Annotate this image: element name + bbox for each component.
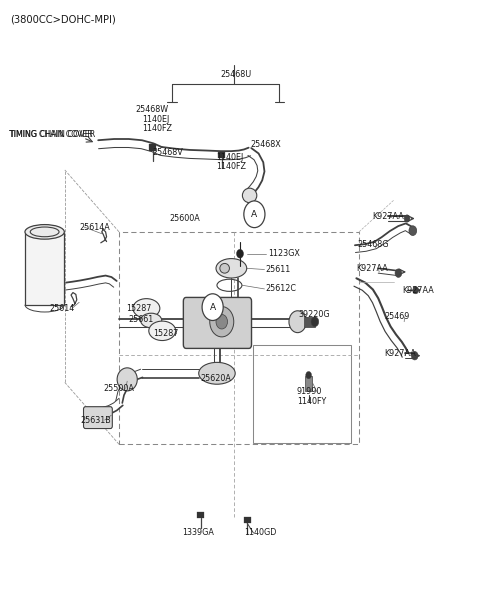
Text: 1140FZ: 1140FZ xyxy=(143,124,173,132)
Text: 15287: 15287 xyxy=(126,304,151,313)
Text: 1140FY: 1140FY xyxy=(298,398,327,406)
Circle shape xyxy=(409,226,417,236)
Ellipse shape xyxy=(25,225,64,239)
Text: 25611: 25611 xyxy=(265,265,291,274)
Circle shape xyxy=(210,307,234,337)
Text: 25600A: 25600A xyxy=(169,214,200,223)
Text: 25468W: 25468W xyxy=(136,106,169,114)
Text: 25468X: 25468X xyxy=(251,140,281,149)
Ellipse shape xyxy=(117,368,137,391)
Text: 25614: 25614 xyxy=(49,304,74,313)
Circle shape xyxy=(289,311,306,333)
Circle shape xyxy=(202,294,223,320)
Text: A: A xyxy=(210,303,216,311)
Text: 25614A: 25614A xyxy=(79,223,110,231)
Text: K927AA: K927AA xyxy=(357,264,388,273)
Circle shape xyxy=(404,215,410,222)
Ellipse shape xyxy=(199,362,235,384)
FancyBboxPatch shape xyxy=(84,407,112,429)
Text: 39220G: 39220G xyxy=(299,310,330,319)
Bar xyxy=(25,233,64,305)
Ellipse shape xyxy=(133,299,160,318)
Bar xyxy=(218,152,225,158)
Text: TIMING CHAIN COVER: TIMING CHAIN COVER xyxy=(9,131,95,139)
Bar xyxy=(197,512,204,518)
Text: (3800CC>DOHC-MPI): (3800CC>DOHC-MPI) xyxy=(11,15,116,24)
Text: 25620A: 25620A xyxy=(201,375,231,383)
Text: A: A xyxy=(252,210,257,219)
Text: 15287: 15287 xyxy=(154,330,179,338)
Text: 1339GA: 1339GA xyxy=(182,529,214,537)
Text: 1140EJ: 1140EJ xyxy=(216,154,243,162)
Text: 25661: 25661 xyxy=(129,315,154,324)
Circle shape xyxy=(244,201,265,228)
Text: 25468G: 25468G xyxy=(358,240,389,248)
Text: 1123GX: 1123GX xyxy=(268,249,300,258)
Text: K927AA: K927AA xyxy=(372,212,404,220)
Bar xyxy=(244,517,251,523)
Text: TIMING CHAIN COVER: TIMING CHAIN COVER xyxy=(9,131,92,139)
Ellipse shape xyxy=(220,263,229,273)
Circle shape xyxy=(311,317,319,327)
Text: 25468U: 25468U xyxy=(221,70,252,78)
Circle shape xyxy=(395,269,402,277)
Circle shape xyxy=(306,371,312,379)
Text: K927AA: K927AA xyxy=(402,286,434,294)
Text: 91990: 91990 xyxy=(297,387,322,396)
Ellipse shape xyxy=(141,313,162,328)
Bar xyxy=(119,232,359,444)
Circle shape xyxy=(411,351,418,360)
Text: K927AA: K927AA xyxy=(384,349,416,358)
Bar xyxy=(304,317,315,327)
Text: 25631B: 25631B xyxy=(81,416,111,424)
Text: 25612C: 25612C xyxy=(265,285,297,293)
Text: 25468V: 25468V xyxy=(153,149,183,157)
Circle shape xyxy=(413,287,419,294)
Text: 1140FZ: 1140FZ xyxy=(216,162,246,171)
Ellipse shape xyxy=(216,259,247,278)
Text: 25469: 25469 xyxy=(384,313,409,321)
Bar xyxy=(305,376,312,391)
Bar xyxy=(149,144,156,151)
Text: 25500A: 25500A xyxy=(103,384,134,393)
Text: 1140EJ: 1140EJ xyxy=(143,115,170,124)
Ellipse shape xyxy=(242,188,257,203)
FancyBboxPatch shape xyxy=(183,297,252,348)
Text: 1140GD: 1140GD xyxy=(244,529,276,537)
Ellipse shape xyxy=(149,321,176,341)
Bar xyxy=(253,345,351,443)
Circle shape xyxy=(237,249,243,258)
Circle shape xyxy=(216,314,228,329)
